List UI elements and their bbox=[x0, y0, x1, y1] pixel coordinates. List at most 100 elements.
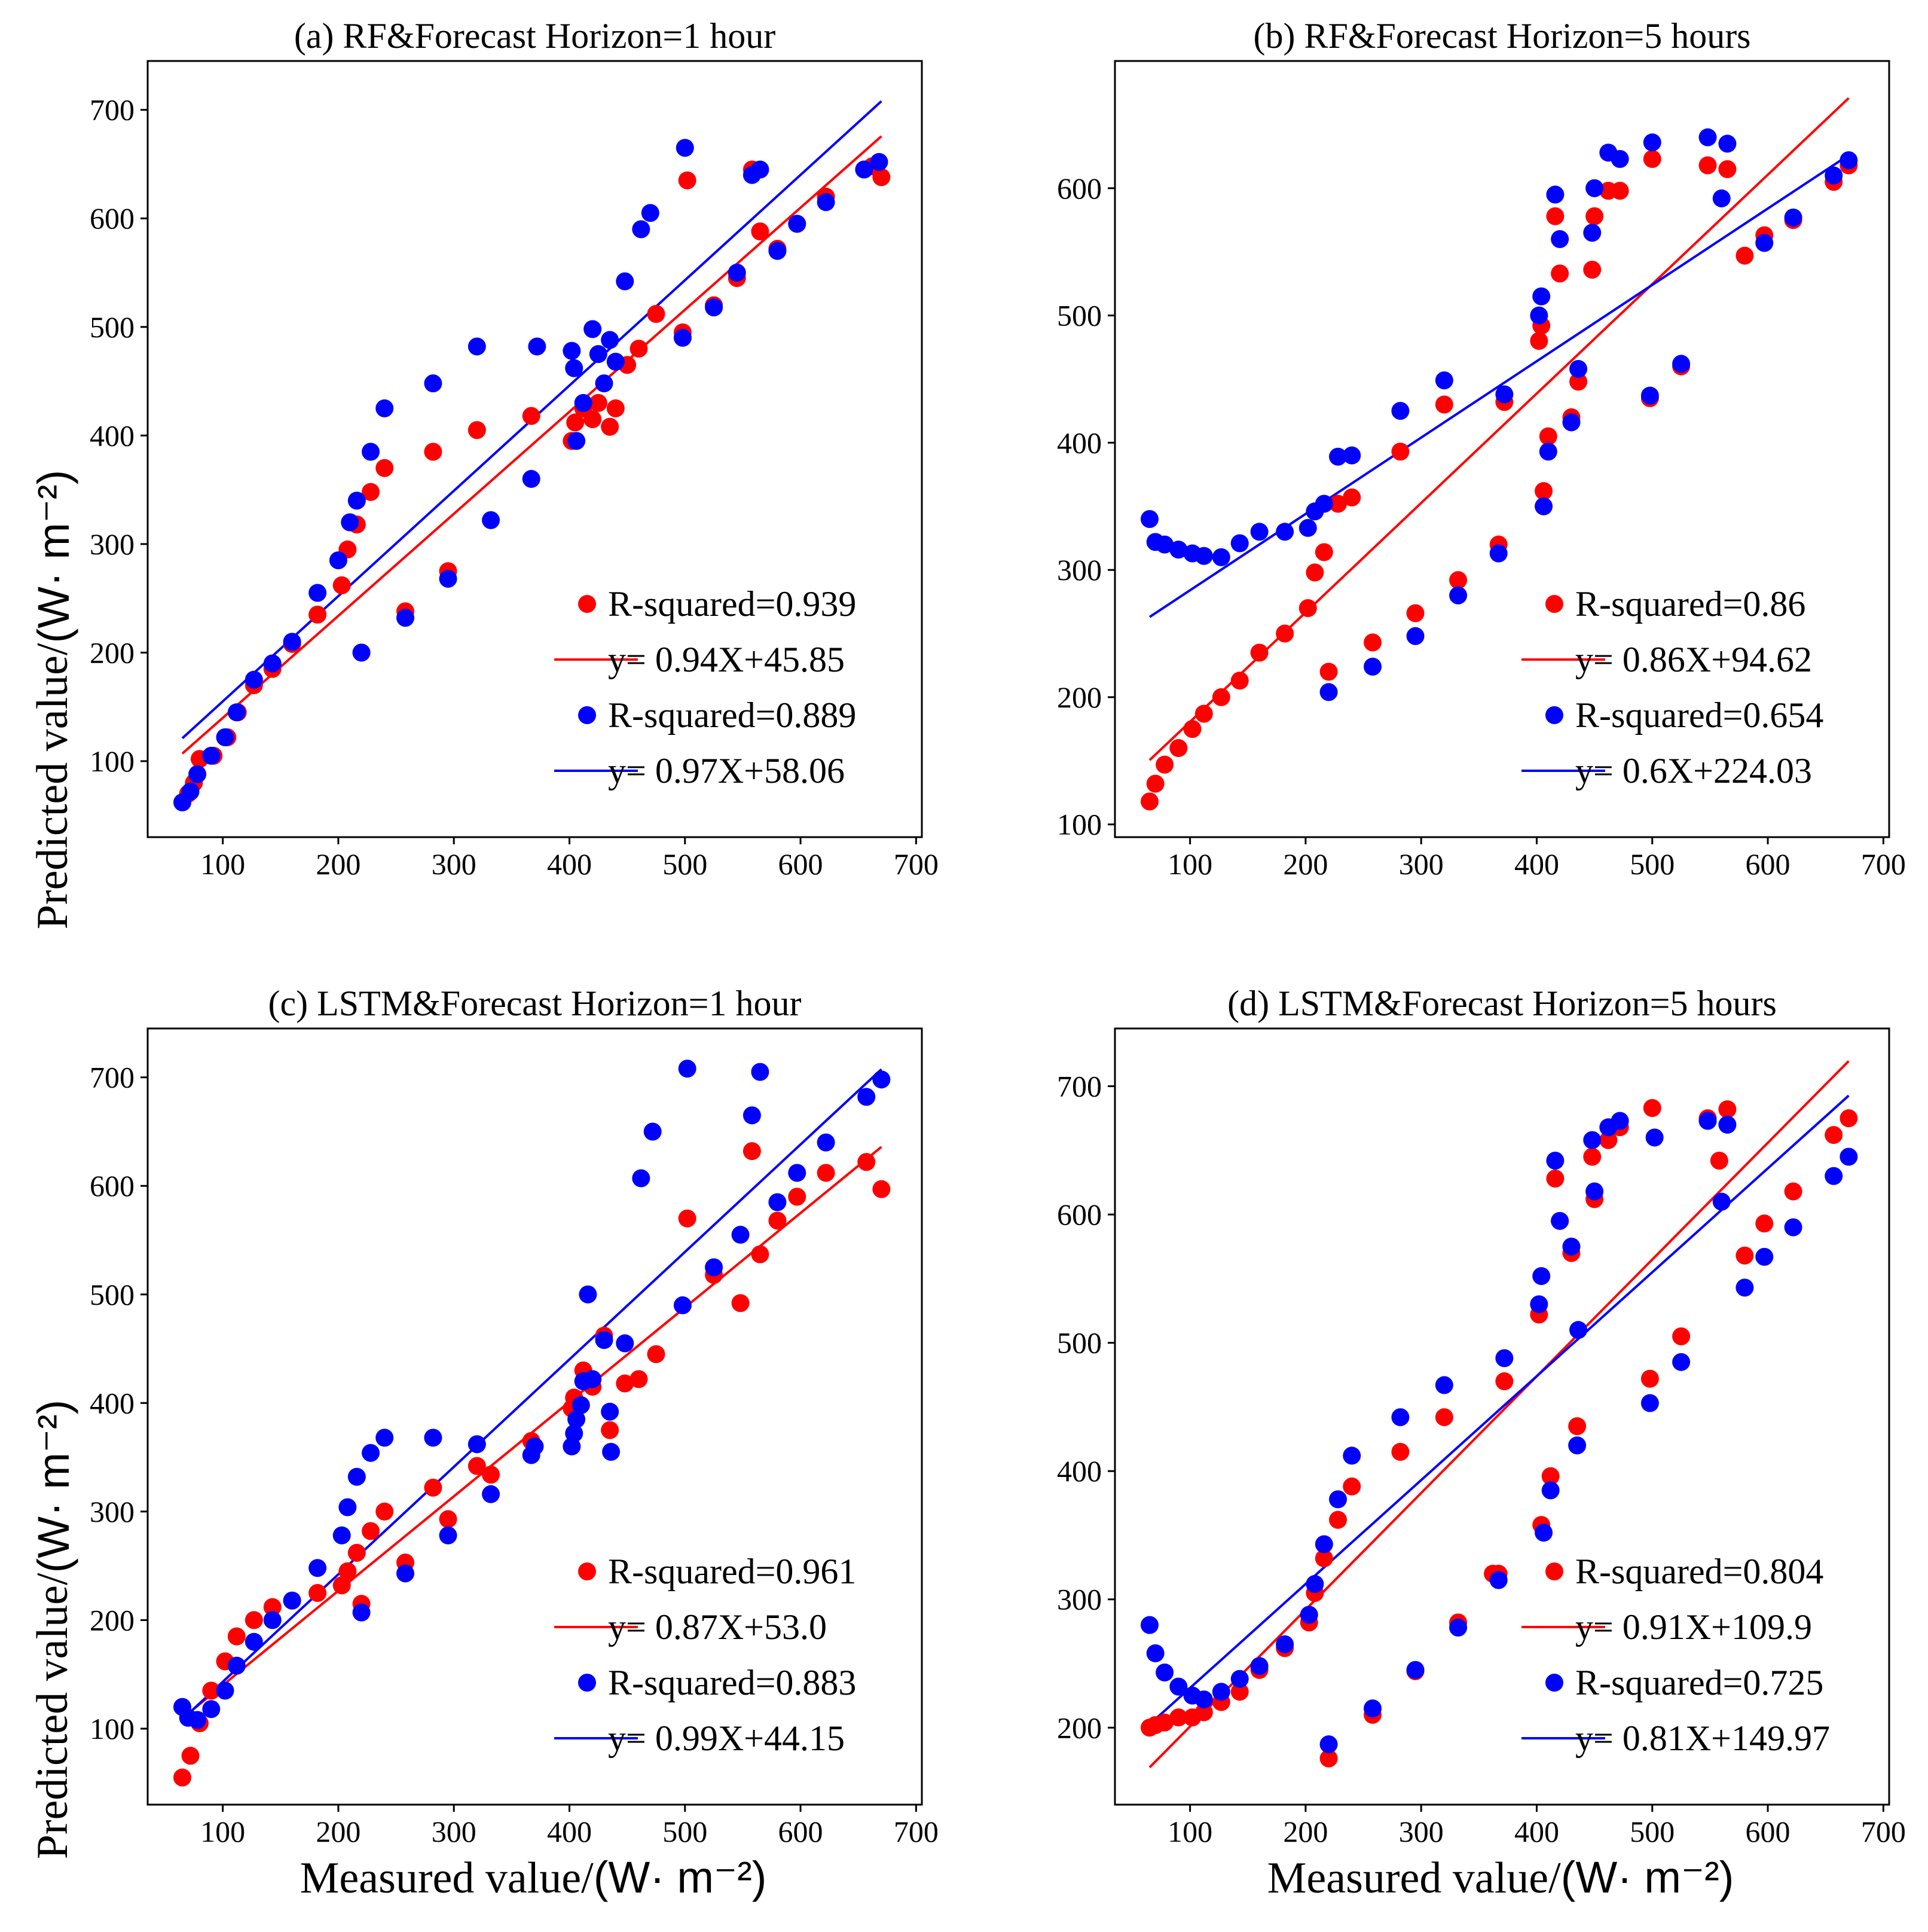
panel-c-xtick-label: 300 bbox=[432, 1815, 476, 1848]
panel-a-point-blue bbox=[574, 393, 592, 412]
panel-b-point-red bbox=[1212, 688, 1230, 706]
panel-b-point-red bbox=[1539, 427, 1557, 445]
panel-c-point-red bbox=[601, 1421, 619, 1439]
panel-d-point-red bbox=[1169, 1708, 1188, 1727]
panel-b-point-red bbox=[1585, 207, 1604, 225]
panel-b-point-blue bbox=[1640, 386, 1659, 405]
panel-d-xtick-label: 700 bbox=[1861, 1815, 1906, 1848]
panel-c-point-red bbox=[647, 1345, 665, 1363]
panel-d-point-blue bbox=[1640, 1394, 1659, 1412]
panel-b-point-red bbox=[1535, 482, 1553, 500]
panel-b-point-blue bbox=[1546, 185, 1565, 204]
panel-a-point-blue bbox=[283, 633, 301, 651]
panel-b-point-red bbox=[1306, 563, 1324, 582]
panel-b-point-red bbox=[1364, 633, 1382, 652]
panel-a-xtick-label: 700 bbox=[894, 847, 939, 881]
panel-a-legend-marker-blue bbox=[578, 706, 596, 724]
panel-c-point-blue bbox=[602, 1443, 621, 1461]
panel-d-point-blue bbox=[1611, 1112, 1629, 1130]
panel-c-point-red bbox=[375, 1502, 394, 1521]
panel-d-point-red bbox=[1640, 1369, 1659, 1388]
panel-b-ytick-label: 300 bbox=[1057, 553, 1102, 587]
panel-c-point-red bbox=[468, 1457, 486, 1475]
panel-b-point-red bbox=[1183, 720, 1202, 738]
panel-c-point-red bbox=[616, 1374, 634, 1393]
panel-c-legend-eq-red: y= 0.87X+53.0 bbox=[608, 1607, 827, 1647]
panel-c-ytick-label: 300 bbox=[90, 1495, 135, 1528]
panel-c-legend-marker-red bbox=[578, 1562, 596, 1580]
panel-c-point-red bbox=[245, 1611, 263, 1629]
panel-b-xtick-label: 300 bbox=[1399, 847, 1444, 881]
panel-b-point-blue bbox=[1391, 402, 1410, 420]
panel-c-point-blue bbox=[643, 1122, 662, 1141]
panel-d-point-red bbox=[1230, 1683, 1249, 1701]
panel-c-point-blue bbox=[362, 1443, 380, 1462]
panel-d-point-blue bbox=[1212, 1683, 1230, 1701]
panel-b-ytick-label: 100 bbox=[1057, 808, 1102, 841]
panel-d-point-blue bbox=[1435, 1376, 1453, 1394]
panel-d-title: (d) LSTM&Forecast Horizon=5 hours bbox=[1227, 984, 1777, 1023]
panel-b-point-blue bbox=[1449, 586, 1468, 605]
panel-d-point-blue bbox=[1535, 1524, 1553, 1542]
panel-d-point-blue bbox=[1329, 1490, 1348, 1509]
panel-a-point-red bbox=[678, 171, 696, 190]
panel-b-legend-r2-red: R-squared=0.86 bbox=[1575, 584, 1805, 624]
panel-b-xtick-label: 500 bbox=[1630, 847, 1675, 881]
y-axis-label-top: Predicted value/(W· m⁻²) bbox=[28, 470, 78, 929]
panel-a-point-red bbox=[362, 483, 380, 501]
panel-d-point-blue bbox=[1364, 1699, 1382, 1718]
panel-d-point-red bbox=[1568, 1417, 1587, 1436]
panel-c-point-blue bbox=[768, 1193, 787, 1211]
panel-c-point-red bbox=[308, 1584, 327, 1602]
panel-d-point-blue bbox=[1449, 1618, 1468, 1637]
panel-c-point-red bbox=[263, 1598, 282, 1616]
panel-b-legend-marker-blue bbox=[1545, 706, 1563, 724]
panel-c-point-blue bbox=[673, 1296, 692, 1314]
panel-b-point-blue bbox=[1140, 510, 1159, 529]
panel-a-point-blue bbox=[308, 584, 327, 602]
panel-b-point-red bbox=[1530, 332, 1548, 350]
panel-c-point-red bbox=[227, 1627, 246, 1646]
panel-d-xtick-label: 600 bbox=[1746, 1815, 1790, 1848]
panel-a-ytick-label: 300 bbox=[90, 527, 135, 561]
panel-b-point-red bbox=[1140, 792, 1159, 811]
panel-b-point-red bbox=[1569, 373, 1588, 391]
panel-d-point-red bbox=[1319, 1749, 1338, 1768]
panel-b-point-blue bbox=[1825, 166, 1843, 185]
panel-d-point-red bbox=[1541, 1467, 1560, 1485]
panel-c-point-blue bbox=[632, 1169, 650, 1188]
panel-b-point-blue bbox=[1532, 287, 1551, 306]
panel-b-point-red bbox=[1315, 543, 1333, 561]
panel-d-ytick-label: 700 bbox=[1057, 1070, 1102, 1103]
panel-d-legend-r2-blue: R-squared=0.725 bbox=[1575, 1663, 1823, 1702]
panel-c-point-red bbox=[872, 1180, 891, 1198]
panel-b-point-red bbox=[1156, 755, 1174, 774]
panel-c-point-blue bbox=[857, 1088, 876, 1106]
panel-b-legend-eq-red: y= 0.86X+94.62 bbox=[1575, 640, 1812, 679]
panel-d-point-blue bbox=[1825, 1167, 1843, 1185]
panel-d-point-blue bbox=[1489, 1571, 1508, 1589]
panel-d-point-blue bbox=[1735, 1278, 1754, 1297]
panel-c-point-blue bbox=[375, 1429, 394, 1447]
panel-b-point-blue bbox=[1489, 544, 1508, 563]
panel-b-point-blue bbox=[1329, 447, 1348, 466]
panel-d-fit-line-red bbox=[1148, 1060, 1850, 1769]
panel-d-point-blue bbox=[1546, 1151, 1565, 1170]
panel-b-point-blue bbox=[1194, 547, 1213, 565]
panel-c-point-blue bbox=[751, 1063, 769, 1081]
panel-d-point-red bbox=[1840, 1109, 1858, 1128]
panel-a-point-blue bbox=[632, 220, 650, 239]
panel-c-point-blue bbox=[705, 1258, 723, 1277]
panel-c-point-red bbox=[362, 1522, 380, 1540]
panel-a-xtick-label: 400 bbox=[547, 847, 592, 881]
panel-c-point-blue bbox=[583, 1370, 602, 1388]
panel-c-point-red bbox=[347, 1543, 366, 1562]
panel-c-point-blue bbox=[565, 1424, 583, 1443]
panel-b-point-blue bbox=[1276, 523, 1294, 541]
panel-d-point-blue bbox=[1156, 1664, 1174, 1682]
panel-b-point-blue bbox=[1250, 523, 1269, 541]
panel-a-fit-line-red bbox=[181, 135, 882, 755]
panel-d-point-blue bbox=[1718, 1115, 1737, 1134]
panel-d-point-red bbox=[1546, 1170, 1565, 1188]
panel-d-ytick-label: 200 bbox=[1057, 1711, 1102, 1744]
